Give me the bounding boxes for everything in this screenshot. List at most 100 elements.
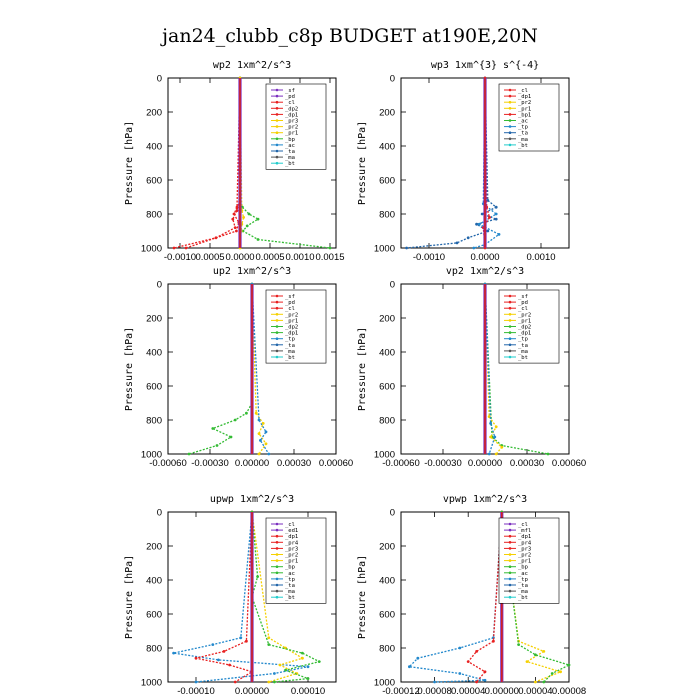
legend-label: _cl — [518, 522, 528, 528]
series-point — [235, 209, 239, 213]
legend-label: _ed1 — [285, 528, 298, 534]
legend-label: _pr2 — [518, 312, 531, 318]
y-tick-label: 0 — [390, 508, 395, 519]
y-tick-label: 800 — [146, 210, 162, 221]
x-tick-label: 0.0010 — [526, 252, 555, 263]
series-point — [229, 435, 233, 439]
y-tick-label: 400 — [379, 348, 395, 359]
x-tick-label: -0.00030 — [191, 458, 229, 469]
y-axis-label: Pressure [hPa] — [124, 555, 135, 639]
legend-label: _ac — [518, 571, 528, 577]
series-point — [257, 418, 261, 422]
legend-label: _dp2 — [518, 325, 531, 331]
legend-marker — [275, 583, 279, 587]
legend-marker — [275, 541, 279, 544]
legend-marker — [508, 107, 512, 110]
panel-title: up2 1xm^2/s^3 — [213, 266, 291, 277]
legend-marker — [275, 313, 279, 316]
series-point — [211, 643, 215, 646]
y-tick-label: 200 — [146, 108, 162, 119]
x-tick-label: 0.0010 — [285, 252, 314, 263]
legend-marker — [275, 94, 279, 98]
panel-title: upwp 1xm^2/s^3 — [210, 494, 294, 505]
y-tick-label: 400 — [379, 142, 395, 153]
panels: wp2 1xm^2/s^3 Pressure [hPa] 0 200 400 600 800… — [124, 60, 586, 697]
series-point — [242, 216, 246, 219]
legend-label: _tp — [285, 577, 295, 583]
series-point — [235, 229, 238, 233]
legend-marker — [275, 565, 279, 568]
series-point — [247, 212, 251, 216]
legend-marker — [508, 534, 512, 538]
x-tick-label: 0.00000 — [468, 458, 502, 469]
y-tick-label: 200 — [146, 542, 162, 553]
legend-label: _pr1 — [518, 318, 531, 324]
series-point — [500, 445, 504, 449]
legend-label: _pr1 — [285, 131, 298, 137]
legend-label: _pr1 — [518, 559, 531, 565]
series-point — [489, 435, 492, 439]
legend-label: _bt — [285, 161, 295, 167]
legend-label: _cl — [285, 522, 295, 528]
legend-marker — [275, 595, 279, 599]
series-point — [534, 680, 537, 684]
y-tick-label: 600 — [146, 382, 162, 393]
legend-label: _pd — [285, 300, 295, 306]
legend-label: _ta — [518, 343, 528, 349]
x-tick-label: 0.00000 — [235, 458, 269, 469]
y-tick-label: 800 — [379, 210, 395, 221]
legend-marker — [508, 355, 512, 359]
y-tick-label: 1000 — [374, 244, 395, 255]
legend-marker — [275, 571, 279, 575]
series-point — [492, 639, 495, 643]
y-tick-label: 800 — [146, 644, 162, 655]
y-tick-label: 400 — [379, 576, 395, 587]
legend: _cl_mfl_dp1_pr4_pr3_pr2_pr1_bp_ac_tp_ta_… — [498, 517, 560, 604]
x-tick-label: -0.00060 — [382, 458, 420, 469]
legend-marker — [275, 131, 279, 134]
legend-marker — [275, 143, 279, 147]
x-tick-label: 0.00000 — [485, 686, 519, 697]
x-tick-label: 0.00000 — [235, 686, 269, 697]
series-line — [406, 77, 499, 249]
x-tick-label: -0.00012 — [382, 686, 420, 697]
legend-marker — [508, 559, 512, 562]
series-point — [480, 212, 484, 216]
y-tick-label: 800 — [146, 416, 162, 427]
legend-label: _dp2 — [285, 106, 298, 112]
legend-marker — [275, 355, 279, 359]
legend-marker — [508, 88, 512, 92]
series-point — [194, 680, 198, 684]
legend-marker — [275, 155, 279, 159]
series-point — [458, 672, 462, 675]
series-point — [172, 651, 176, 655]
series-point — [405, 246, 408, 250]
series-point — [550, 672, 554, 675]
legend-marker — [275, 325, 279, 328]
legend-label: _bp1 — [518, 112, 531, 118]
y-axis-label: Pressure [hPa] — [357, 121, 368, 205]
x-tick-label: 0.00030 — [277, 458, 311, 469]
series-point — [416, 656, 420, 660]
panel-title: wp3 1xm^{3} s^{-4} — [431, 60, 539, 71]
series-line — [173, 78, 241, 249]
legend-marker — [275, 294, 279, 298]
legend-label: _ta — [285, 343, 295, 349]
legend-label: _pr4 — [285, 540, 299, 546]
series-point — [184, 246, 188, 250]
legend-marker — [508, 541, 512, 544]
series-point — [264, 430, 268, 434]
legend-marker — [275, 559, 279, 562]
legend-marker — [508, 100, 512, 104]
series-point — [475, 650, 478, 653]
x-tick-label: 0.00060 — [319, 458, 353, 469]
plot-frame — [400, 511, 570, 683]
y-tick-label: 1000 — [374, 678, 395, 689]
legend-marker — [508, 595, 512, 599]
legend: _cl_dp1_pr2_pr1_bp1_ac_tp_ta_ma_bt — [498, 83, 560, 152]
legend-label: _ma — [285, 589, 295, 595]
legend-label: _cl — [518, 88, 528, 94]
legend-label: _pr3 — [285, 546, 298, 552]
y-tick-label: 800 — [379, 416, 395, 427]
